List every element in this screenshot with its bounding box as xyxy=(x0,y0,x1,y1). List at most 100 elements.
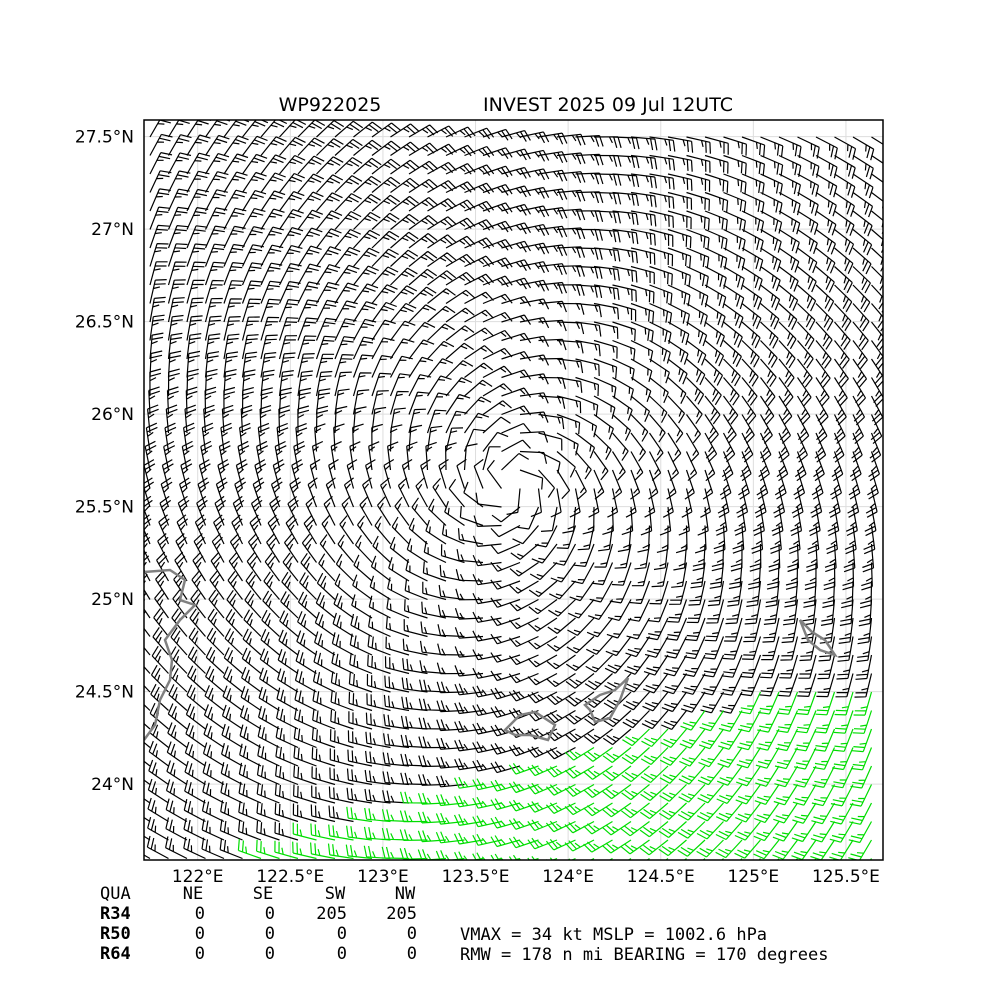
wind-barb xyxy=(755,765,780,787)
wind-barb xyxy=(147,404,159,434)
wind-barb xyxy=(400,753,428,767)
wind-barb xyxy=(686,377,705,405)
wind-barb xyxy=(193,533,207,563)
wind-barb xyxy=(696,821,724,840)
wind-barb xyxy=(564,783,595,797)
wind-barb xyxy=(566,636,595,654)
wind-barb xyxy=(438,458,449,489)
wind-barb xyxy=(815,136,838,160)
wind-barb xyxy=(388,557,410,582)
wind-barb xyxy=(508,635,539,648)
wind-barb xyxy=(760,377,776,406)
lat-tick-label: 24.5°N xyxy=(75,683,134,703)
wind-barb xyxy=(482,220,513,233)
wind-barb xyxy=(852,284,871,313)
wind-barb xyxy=(203,704,225,730)
wind-barb xyxy=(353,554,373,582)
wind-barb xyxy=(297,591,317,619)
wind-barb xyxy=(390,123,420,138)
wind-barb xyxy=(223,189,248,212)
wind-barb xyxy=(614,543,632,569)
wind-barb xyxy=(241,226,265,249)
wind-barb xyxy=(741,358,759,387)
wind-barb xyxy=(704,191,729,213)
wind-barb xyxy=(353,139,382,156)
wind-barb xyxy=(704,302,726,328)
wind-barb xyxy=(704,377,722,406)
wind-barb xyxy=(741,228,764,253)
wind-barb xyxy=(346,825,373,841)
wind-barb xyxy=(583,802,613,817)
wind-barb xyxy=(815,358,831,388)
wind-barb xyxy=(149,261,168,286)
wind-barb xyxy=(435,850,465,860)
wind-barb xyxy=(353,247,380,267)
wind-barb xyxy=(844,525,857,555)
wind-barb xyxy=(260,629,280,656)
wind-barb xyxy=(593,228,621,243)
wind-barb xyxy=(241,387,254,415)
wind-barb xyxy=(663,654,688,677)
wind-barb xyxy=(711,543,725,572)
wind-barb xyxy=(351,594,373,619)
stats-line: VMAX = 34 kt MSLP = 1002.6 hPa xyxy=(460,925,767,945)
wind-barb xyxy=(593,154,622,167)
wind-barb xyxy=(445,325,475,341)
wind-barb xyxy=(509,580,539,594)
wind-barb xyxy=(445,427,464,452)
wind-barb xyxy=(778,284,799,311)
wind-barb xyxy=(679,747,706,767)
wind-barb xyxy=(364,807,391,823)
wind-barb xyxy=(445,144,476,157)
wind-barb xyxy=(276,422,289,452)
wind-barb xyxy=(602,802,632,818)
wind-barb xyxy=(680,710,706,731)
wind-barb xyxy=(651,562,669,588)
wind-barb xyxy=(761,636,780,661)
wind-barb xyxy=(686,210,710,231)
wind-barb xyxy=(149,296,166,323)
wind-barb xyxy=(667,154,693,172)
wind-barb xyxy=(167,261,187,286)
wind-barb xyxy=(834,210,855,236)
wind-barb xyxy=(384,675,410,693)
wind-barb xyxy=(849,784,873,807)
wind-barb xyxy=(833,414,846,445)
wind-barb xyxy=(653,543,669,571)
wind-barb xyxy=(512,525,539,545)
wind-barb xyxy=(349,633,373,656)
wind-barb xyxy=(719,691,743,714)
wind-barb xyxy=(606,617,632,639)
wind-barb xyxy=(585,654,613,673)
wind-barb xyxy=(427,143,457,157)
wind-barb xyxy=(415,477,429,508)
wind-barb xyxy=(144,854,151,860)
wind-barb xyxy=(649,228,674,247)
wind-barb xyxy=(436,700,465,713)
table-cell: 0 xyxy=(265,924,275,944)
wind-barb xyxy=(546,654,576,670)
wind-barb xyxy=(602,821,632,836)
table-cell: 0 xyxy=(265,944,275,964)
wind-barb xyxy=(768,543,781,572)
wind-barb xyxy=(144,495,153,526)
wind-barb xyxy=(183,817,206,841)
wind-barb xyxy=(241,369,256,397)
wind-barb xyxy=(371,266,399,286)
lon-tick-label: 122.5°E xyxy=(256,867,324,887)
wind-barb xyxy=(352,389,370,415)
wind-barb xyxy=(231,514,244,545)
wind-barb xyxy=(201,422,214,452)
wind-barb xyxy=(381,809,410,823)
wind-barb xyxy=(715,839,743,859)
wind-barb xyxy=(852,247,872,275)
wind-barb xyxy=(760,321,779,349)
wind-barb xyxy=(519,431,549,443)
wind-barb xyxy=(686,173,711,192)
wind-barb xyxy=(445,235,476,249)
wind-barb xyxy=(334,264,360,286)
wind-barb xyxy=(575,358,600,377)
wind-barb xyxy=(490,652,521,663)
wind-barb xyxy=(545,820,576,833)
wind-barb xyxy=(593,302,620,320)
